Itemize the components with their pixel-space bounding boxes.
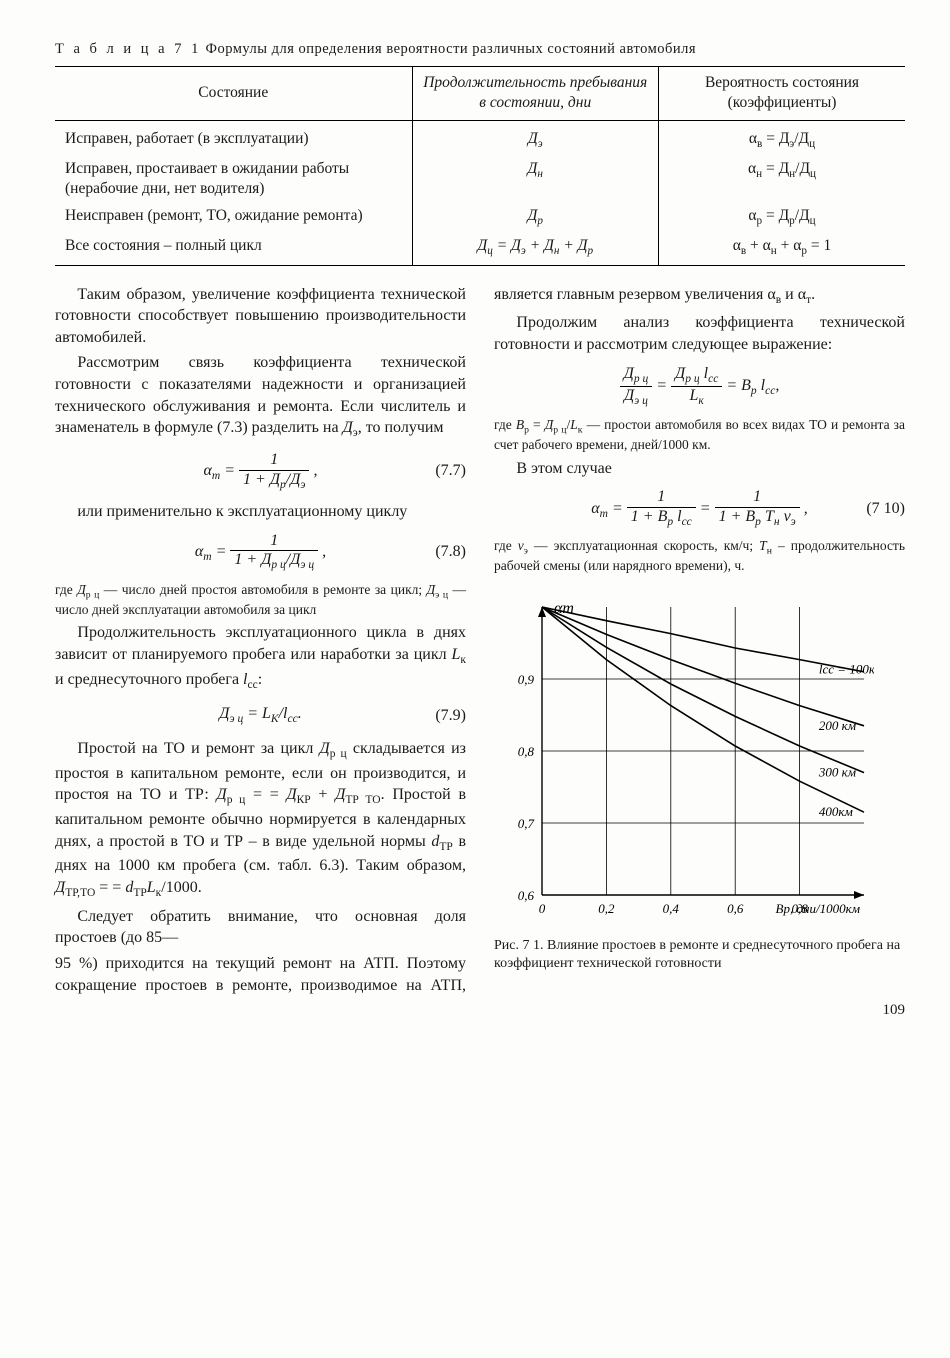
svg-text:300 км: 300 км xyxy=(818,765,856,780)
table-label: Т а б л и ц а 7 1 xyxy=(55,41,201,57)
cell-dur: Дэ xyxy=(412,121,659,156)
svg-text:Bр, дни/1000км: Bр, дни/1000км xyxy=(776,901,860,916)
th-prob: Вероятность состояния (коэффициенты) xyxy=(659,66,906,121)
para-small: где Bр = Др ц/Lк — простои автомобиля во… xyxy=(494,417,905,454)
svg-text:0,7: 0,7 xyxy=(518,816,535,831)
para: В этом случае xyxy=(494,458,905,480)
para: Продолжительность эксплуатационного цикл… xyxy=(55,622,466,693)
svg-text:0: 0 xyxy=(539,901,546,916)
equation-7-10: αт = 11 + Bр lсс = 11 + Bр Tн vэ , (7 10… xyxy=(494,489,905,528)
th-duration: Продолжительность пребывания в состоянии… xyxy=(412,66,659,121)
chart-svg: 00,20,40,60,80,60,70,80,9αтBр, дни/1000к… xyxy=(494,589,874,929)
svg-text:200 км: 200 км xyxy=(819,718,856,733)
cell-prob: αв = Дэ/Дц xyxy=(659,121,906,156)
para: Следует обратить внимание, что основная … xyxy=(55,906,466,949)
figure-7-1: 00,20,40,60,80,60,70,80,9αтBр, дни/1000к… xyxy=(494,589,905,972)
para: Таким образом, увеличение коэффициента т… xyxy=(55,284,466,349)
para: Рассмотрим связь коэффициента техническо… xyxy=(55,352,466,442)
table-caption: Т а б л и ц а 7 1 Формулы для определени… xyxy=(55,40,905,60)
svg-text:400км: 400км xyxy=(819,804,853,819)
eq-number: (7.7) xyxy=(435,461,466,483)
eq-number: (7.8) xyxy=(435,541,466,563)
cell-state: Исправен, работает (в эксплуатации) xyxy=(55,121,412,156)
cell-prob: αн = Дн/Дц xyxy=(659,156,906,204)
para: Продолжим анализ коэффициента техническо… xyxy=(494,312,905,355)
cell-dur: Др xyxy=(412,203,659,232)
svg-text:0,9: 0,9 xyxy=(518,672,535,687)
page-number: 109 xyxy=(55,1000,905,1020)
th-state: Состояние xyxy=(55,66,412,121)
equation-7-8: αт = 11 + Др ц/Дэ ц , (7.8) xyxy=(55,533,466,572)
para-small: где vэ — эксплуатационная скорость, км/ч… xyxy=(494,538,905,575)
cell-dur: Дц = Дэ + Дн + Др xyxy=(412,233,659,266)
eq-number: (7 10) xyxy=(866,498,905,520)
body-columns: Таким образом, увеличение коэффициента т… xyxy=(55,284,905,996)
table-7-1: Состояние Продолжительность пребывания в… xyxy=(55,66,905,266)
table-row: Все состояния – полный цикл Дц = Дэ + Дн… xyxy=(55,233,905,266)
cell-prob: αв + αн + αр = 1 xyxy=(659,233,906,266)
eq-number: (7.9) xyxy=(435,705,466,727)
para-small: где Др ц — число дней простоя автомобиля… xyxy=(55,582,466,619)
figure-caption: Рис. 7 1. Влияние простоев в ремонте и с… xyxy=(494,937,905,972)
svg-text:0,2: 0,2 xyxy=(598,901,615,916)
svg-text:αт: αт xyxy=(554,600,574,617)
svg-text:lсс = 100км: lсс = 100км xyxy=(819,662,874,677)
cell-state: Исправен, простаивает в ожидании работы … xyxy=(55,156,412,204)
table-caption-text: Формулы для определения вероятности разл… xyxy=(206,41,697,57)
equation-inline: Др цДэ ц = Др ц lссLк = Bр lсс, xyxy=(494,366,905,408)
para: или применительно к эксплуатационному ци… xyxy=(55,501,466,523)
para: Простой на ТО и ремонт за цикл Др ц скла… xyxy=(55,738,466,902)
cell-state: Неисправен (ремонт, ТО, ожидание ремонта… xyxy=(55,203,412,232)
equation-7-7: αт = 11 + Др/Дэ , (7.7) xyxy=(55,452,466,491)
table-row: Неисправен (ремонт, ТО, ожидание ремонта… xyxy=(55,203,905,232)
table-row: Исправен, работает (в эксплуатации) Дэ α… xyxy=(55,121,905,156)
svg-text:0,6: 0,6 xyxy=(518,888,535,903)
equation-7-9: Дэ ц = LК/lсс. (7.9) xyxy=(55,703,466,728)
cell-prob: αр = Др/Дц xyxy=(659,203,906,232)
table-row: Исправен, простаивает в ожидании работы … xyxy=(55,156,905,204)
svg-text:0,8: 0,8 xyxy=(518,744,535,759)
svg-text:0,4: 0,4 xyxy=(663,901,680,916)
cell-state: Все состояния – полный цикл xyxy=(55,233,412,266)
cell-dur: Дн xyxy=(412,156,659,204)
svg-text:0,6: 0,6 xyxy=(727,901,744,916)
